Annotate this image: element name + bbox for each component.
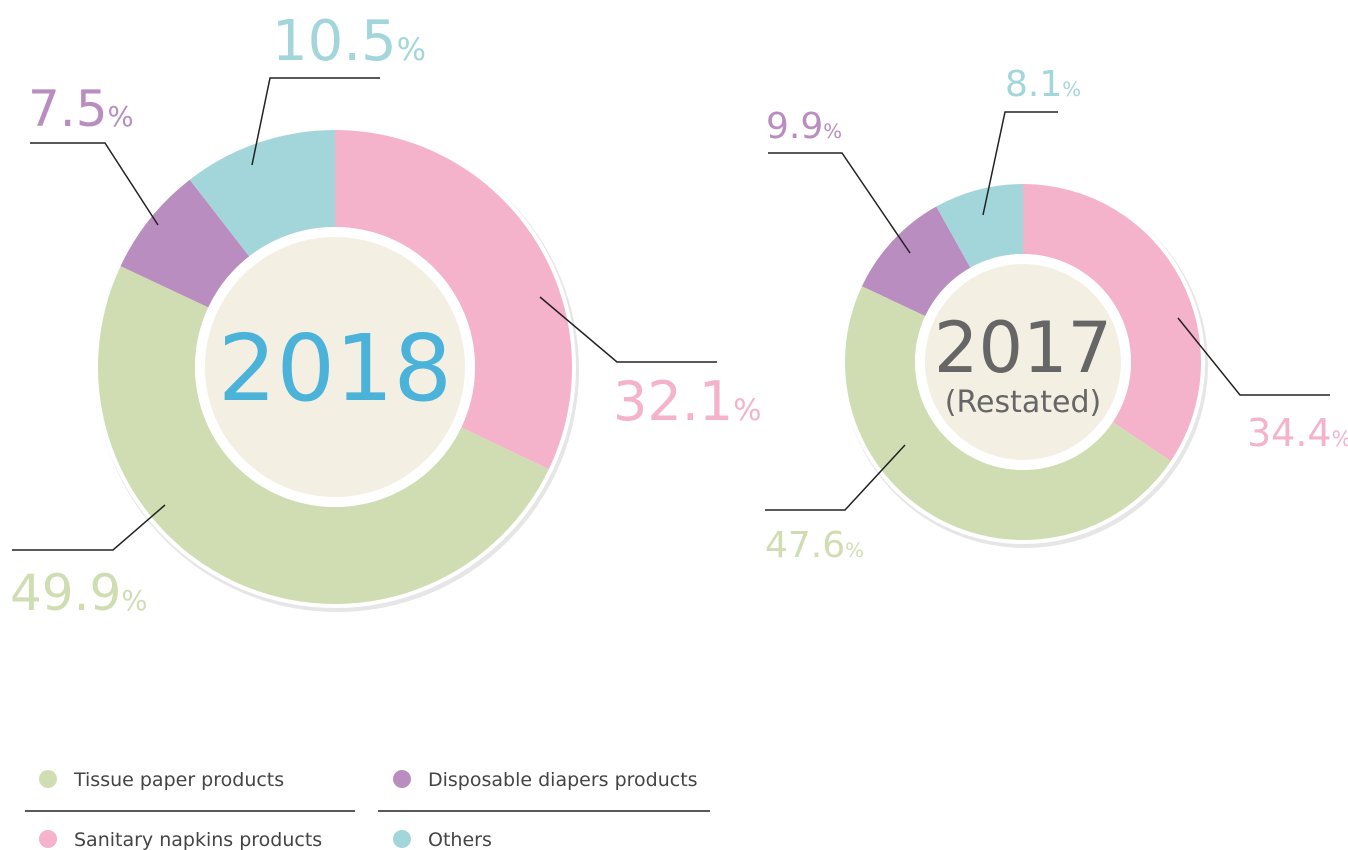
- value-number: 10.5: [272, 9, 397, 74]
- leader-line: [251, 77, 380, 166]
- leader-line: [982, 111, 1058, 216]
- legend-swatch: [39, 830, 57, 848]
- leader-line: [765, 444, 906, 511]
- donut-segment: [861, 206, 971, 317]
- center-subtitle: (Restated): [945, 385, 1101, 420]
- value-unit: %: [108, 101, 134, 133]
- value-number: 49.9: [10, 564, 121, 622]
- value-unit: %: [121, 585, 147, 617]
- legend-label: Disposable diapers products: [428, 769, 698, 791]
- donut-segment: [1023, 184, 1202, 462]
- donut-segment: [120, 179, 250, 308]
- value-label: 9.9%: [766, 106, 842, 147]
- value-unit: %: [1062, 78, 1081, 101]
- value-number: 9.9: [766, 106, 823, 147]
- value-label: 8.1%: [1005, 64, 1081, 105]
- donut-segment: [98, 266, 549, 604]
- leader-line: [539, 296, 717, 363]
- value-label: 47.6%: [765, 525, 864, 566]
- center-title: 2018: [218, 315, 452, 422]
- value-label: 7.5%: [28, 80, 134, 138]
- inner-circle: [925, 264, 1121, 460]
- inner-circle: [205, 237, 465, 497]
- value-label: 10.5%: [272, 9, 426, 74]
- legend-swatch: [393, 770, 411, 788]
- value-label: 34.4%: [1247, 411, 1348, 455]
- value-unit: %: [1332, 427, 1348, 451]
- value-number: 8.1: [1005, 64, 1062, 105]
- value-unit: %: [845, 539, 864, 562]
- donut-segment: [844, 286, 1171, 541]
- donut-segment: [335, 130, 572, 470]
- value-number: 47.6: [765, 525, 845, 566]
- legend-swatch: [393, 830, 411, 848]
- center-title: 2017: [934, 307, 1112, 389]
- value-label: 32.1%: [613, 370, 761, 433]
- leader-line: [12, 504, 166, 551]
- value-number: 32.1: [613, 370, 733, 433]
- value-unit: %: [823, 120, 842, 143]
- value-unit: %: [397, 32, 426, 68]
- leader-line: [30, 142, 159, 226]
- value-label: 49.9%: [10, 564, 147, 622]
- value-number: 7.5: [28, 80, 108, 138]
- legend-label: Sanitary napkins products: [74, 829, 322, 850]
- donut-segment: [189, 130, 335, 257]
- value-number: 34.4: [1247, 411, 1332, 455]
- value-unit: %: [733, 393, 761, 428]
- leader-line: [768, 152, 911, 254]
- leader-line: [1177, 317, 1330, 396]
- legend-label: Tissue paper products: [73, 769, 284, 791]
- legend-label: Others: [428, 829, 492, 850]
- legend-swatch: [39, 770, 57, 788]
- donut-segment: [936, 184, 1023, 268]
